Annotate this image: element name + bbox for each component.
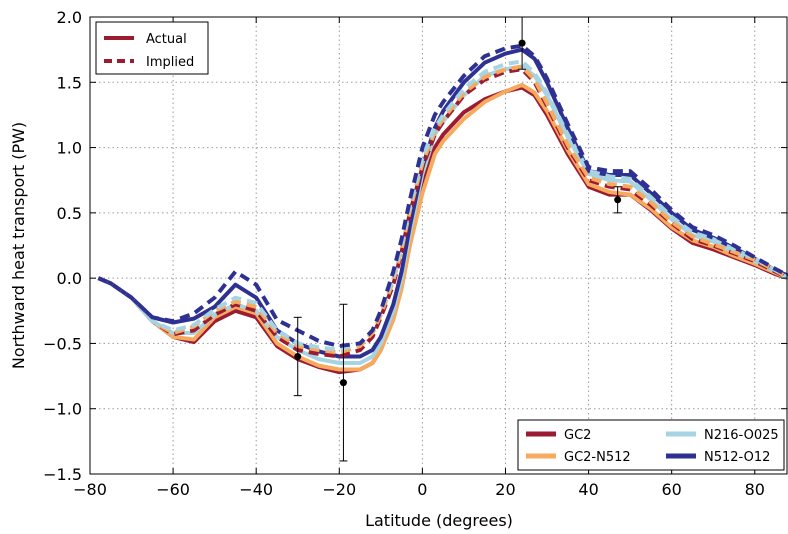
series-line-n216-o025-dashed — [97, 59, 788, 352]
x-tick-label: −80 — [73, 480, 107, 499]
legend-style-box — [95, 21, 209, 75]
x-tick-label: 20 — [495, 480, 515, 499]
y-tick-label: 1.0 — [57, 139, 82, 158]
x-axis-label: Latitude (degrees) — [365, 511, 513, 530]
y-axis-label: Northward heat transport (PW) — [9, 122, 28, 369]
observation-point — [614, 196, 622, 204]
y-tick-label: 0.0 — [57, 269, 82, 288]
series-layer — [97, 43, 788, 375]
legend-label-gc2-n512: GC2-N512 — [564, 450, 631, 465]
legend-label-n512-o12: N512-O12 — [704, 450, 770, 465]
x-tick-label: 80 — [745, 480, 765, 499]
observation-point — [294, 352, 302, 360]
y-tick-label: −1.0 — [43, 400, 82, 419]
observation-point — [518, 39, 526, 47]
legend-label-implied: Implied — [146, 55, 194, 70]
y-tick-label: 0.5 — [57, 204, 82, 223]
y-tick-label: 2.0 — [57, 8, 82, 27]
grid — [90, 17, 788, 474]
x-tick-label: −60 — [156, 480, 190, 499]
y-tick-label: −0.5 — [43, 334, 82, 353]
observations-layer — [293, 16, 622, 462]
legend-models-box — [517, 419, 785, 471]
x-tick-label: 0 — [417, 480, 427, 499]
series-line-n512-o12-solid — [97, 47, 788, 359]
y-tick-label: 1.5 — [57, 73, 82, 92]
plot-frame — [89, 16, 788, 475]
legend-models: GC2 N216-O025 GC2-N512 N512-O12 — [517, 419, 785, 471]
legend-label-gc2: GC2 — [564, 428, 591, 443]
x-tick-label: −20 — [322, 480, 356, 499]
x-tick-label: 60 — [661, 480, 681, 499]
x-tick-label: −40 — [239, 480, 273, 499]
series-line-gc2-n512-solid — [97, 82, 788, 372]
ticks: −80 −60 −40 −20 0 20 40 60 80 −1.5 −1.0 −0.5 0.0 0.5 1… — [43, 8, 787, 499]
legend-line-style: Actual Implied — [95, 21, 209, 75]
observation-point — [339, 379, 347, 387]
legend-label-actual: Actual — [146, 32, 187, 47]
legend-label-n216-o025: N216-O025 — [704, 428, 779, 443]
x-tick-label: 40 — [578, 480, 598, 499]
y-tick-label: −1.5 — [43, 465, 82, 484]
series-line-n512-o12-dashed — [97, 43, 788, 348]
